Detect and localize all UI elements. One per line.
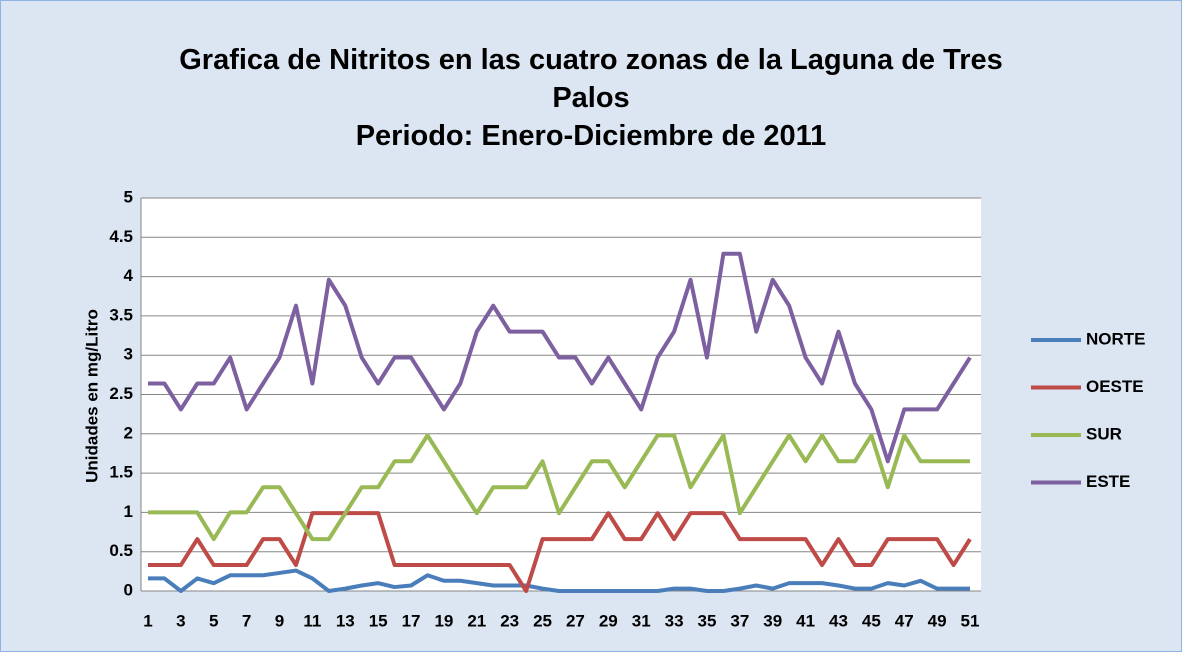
y-tick-label: 0	[124, 580, 133, 599]
y-tick-label: 5	[124, 187, 133, 206]
legend-label: ESTE	[1086, 472, 1130, 491]
chart-title: Grafica de Nitritos en las cuatro zonas …	[179, 44, 1003, 114]
x-tick-label: 13	[336, 611, 355, 630]
y-tick-label: 1.5	[109, 463, 133, 482]
x-tick-label: 51	[961, 611, 980, 630]
x-tick-label: 39	[763, 611, 782, 630]
x-tick-label: 49	[928, 611, 947, 630]
legend-label: OESTE	[1086, 377, 1144, 396]
y-tick-label: 3	[124, 345, 133, 364]
x-tick-label: 7	[242, 611, 251, 630]
x-tick-label: 19	[434, 611, 453, 630]
x-tick-label: 43	[829, 611, 848, 630]
x-tick-label: 27	[566, 611, 585, 630]
x-tick-label: 3	[176, 611, 185, 630]
chart-subtitle: Periodo: Enero-Diciembre de 2011	[355, 120, 827, 152]
x-tick-label: 35	[697, 611, 716, 630]
legend-label: NORTE	[1086, 329, 1146, 348]
x-tick-label: 21	[467, 611, 486, 630]
y-tick-label: 2	[124, 423, 133, 442]
y-tick-label: 3.5	[109, 305, 133, 324]
x-tick-label: 37	[730, 611, 749, 630]
y-axis-label: Unidades en mg/Litro	[82, 309, 101, 483]
y-tick-label: 4.5	[109, 227, 133, 246]
x-tick-label: 45	[862, 611, 881, 630]
x-tick-label: 17	[402, 611, 421, 630]
y-tick-label: 1	[124, 502, 133, 521]
series-line	[148, 511, 972, 593]
x-tick-label: 1	[143, 611, 152, 630]
x-tick-label: 9	[275, 611, 284, 630]
x-tick-label: 47	[895, 611, 914, 630]
x-tick-label: 25	[533, 611, 552, 630]
x-tick-label: 33	[665, 611, 684, 630]
y-tick-label: 0.5	[109, 541, 133, 560]
y-tick-label: 2.5	[109, 384, 133, 403]
series-line	[148, 433, 970, 542]
y-tick-label: 4	[124, 266, 134, 285]
x-tick-label: 5	[209, 611, 218, 630]
x-tick-label: 29	[599, 611, 618, 630]
legend-label: SUR	[1086, 424, 1122, 443]
x-tick-label: 11	[303, 611, 321, 630]
series-line	[148, 568, 970, 593]
x-tick-label: 31	[632, 611, 651, 630]
series-line	[148, 251, 972, 464]
x-tick-label: 15	[369, 611, 388, 630]
x-tick-label: 41	[796, 611, 815, 630]
x-tick-label: 23	[500, 611, 519, 630]
